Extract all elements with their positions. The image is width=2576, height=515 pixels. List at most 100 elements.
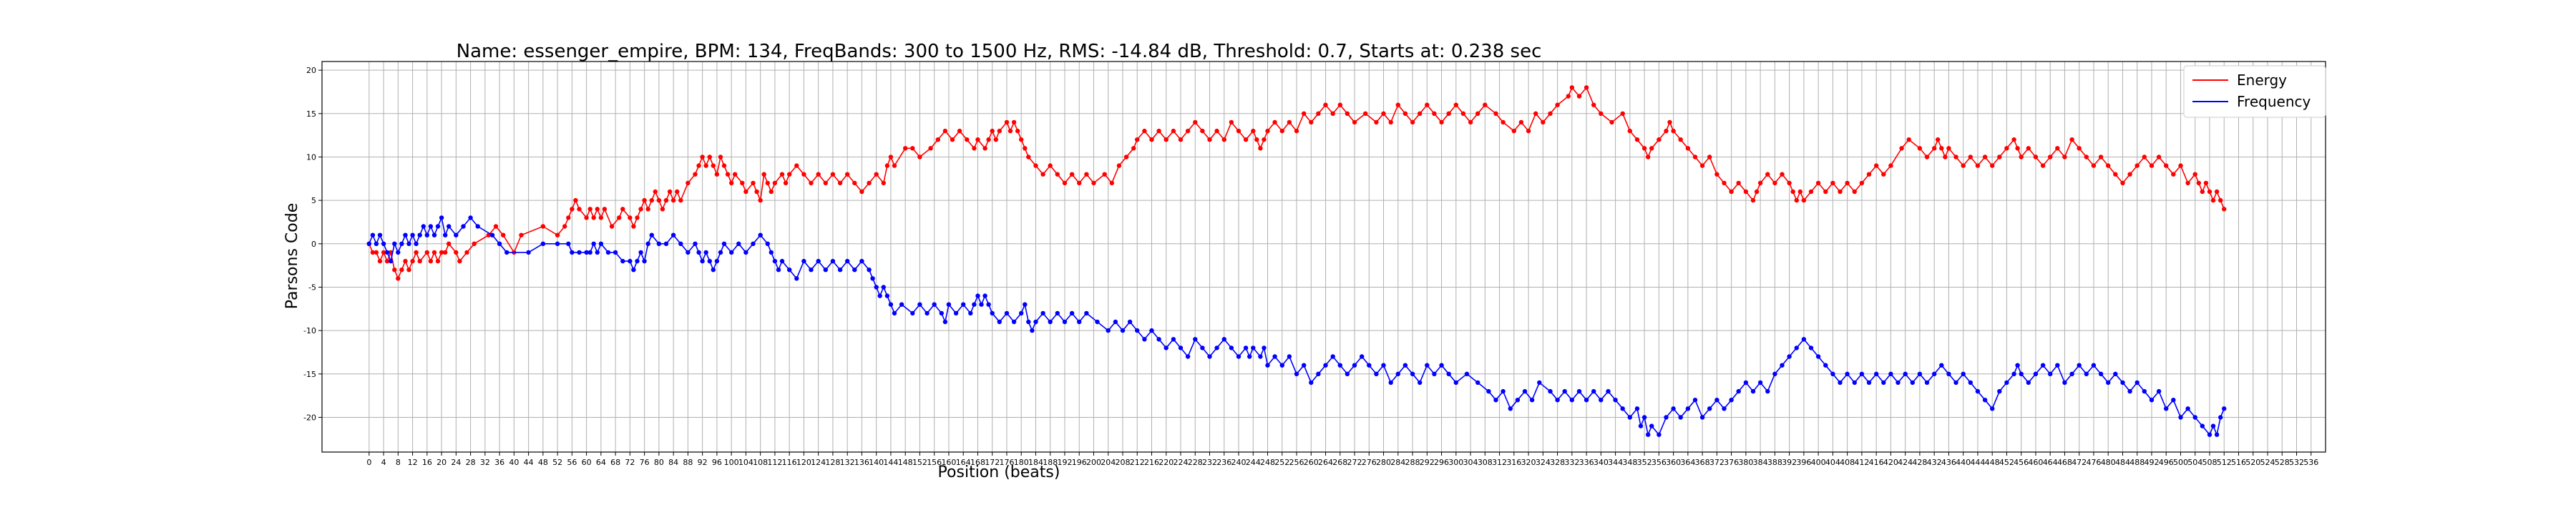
x-tick-label: 100 bbox=[724, 458, 739, 467]
data-point-frequency bbox=[1323, 363, 1328, 368]
data-point-frequency bbox=[1388, 380, 1393, 386]
data-point-frequency bbox=[2178, 415, 2183, 420]
data-point-energy bbox=[1131, 146, 1136, 151]
data-point-energy bbox=[1808, 189, 1814, 195]
data-point-energy bbox=[830, 172, 836, 177]
data-point-frequency bbox=[1026, 319, 1031, 325]
data-point-frequency bbox=[751, 241, 756, 246]
x-tick-label: 156 bbox=[927, 458, 942, 467]
data-point-frequency bbox=[1247, 354, 1252, 359]
data-point-frequency bbox=[1048, 319, 1053, 325]
data-point-frequency bbox=[1142, 337, 1147, 342]
data-point-frequency bbox=[570, 250, 575, 255]
data-point-energy bbox=[1178, 137, 1184, 142]
x-tick-label: 504 bbox=[2187, 458, 2202, 467]
data-point-energy bbox=[628, 215, 633, 220]
data-point-energy bbox=[1258, 146, 1263, 151]
data-point-frequency bbox=[1337, 363, 1343, 368]
data-point-frequency bbox=[2084, 371, 2089, 376]
data-point-energy bbox=[2218, 197, 2223, 203]
data-point-energy bbox=[2106, 163, 2111, 168]
data-point-frequency bbox=[867, 268, 872, 273]
data-point-energy bbox=[1460, 111, 1466, 116]
x-tick-label: 508 bbox=[2202, 458, 2217, 467]
data-point-energy bbox=[1483, 102, 1488, 107]
data-point-frequency bbox=[1924, 380, 1930, 386]
data-point-frequency bbox=[1743, 380, 1749, 386]
data-point-energy bbox=[1055, 172, 1060, 177]
data-point-frequency bbox=[1888, 371, 1893, 376]
x-tick-label: 388 bbox=[1767, 458, 1782, 467]
data-point-frequency bbox=[1606, 388, 1611, 394]
data-point-frequency bbox=[1023, 302, 1028, 307]
x-tick-label: 24 bbox=[451, 458, 461, 467]
data-point-frequency bbox=[1757, 380, 1763, 386]
x-tick-label: 484 bbox=[2115, 458, 2130, 467]
data-point-energy bbox=[381, 250, 386, 255]
data-point-frequency bbox=[1019, 310, 1024, 316]
data-point-energy bbox=[1667, 119, 1672, 125]
x-tick-label: 132 bbox=[840, 458, 855, 467]
y-tick-label: 20 bbox=[306, 66, 316, 75]
data-point-energy bbox=[892, 163, 897, 168]
data-point-energy bbox=[693, 172, 698, 177]
data-point-frequency bbox=[1896, 380, 1901, 386]
data-point-energy bbox=[765, 180, 771, 186]
data-point-energy bbox=[406, 268, 411, 273]
data-point-frequency bbox=[1425, 363, 1430, 368]
data-point-energy bbox=[2210, 197, 2216, 203]
data-point-frequency bbox=[1620, 406, 1625, 411]
data-point-frequency bbox=[598, 241, 604, 246]
data-point-energy bbox=[1830, 180, 1835, 186]
x-tick-label: 220 bbox=[1158, 458, 1174, 467]
data-point-frequency bbox=[1866, 380, 1872, 386]
data-point-frequency bbox=[555, 241, 560, 246]
data-point-frequency bbox=[932, 302, 937, 307]
x-tick-label: 444 bbox=[1970, 458, 1985, 467]
data-point-frequency bbox=[1374, 371, 1379, 376]
x-tick-label: 428 bbox=[1912, 458, 1927, 467]
data-point-frequency bbox=[497, 241, 502, 246]
data-point-energy bbox=[754, 189, 759, 195]
data-point-frequency bbox=[1069, 310, 1075, 316]
data-point-energy bbox=[1395, 102, 1401, 107]
x-tick-label: 304 bbox=[1463, 458, 1478, 467]
data-point-frequency bbox=[870, 276, 875, 281]
x-tick-label: 264 bbox=[1318, 458, 1333, 467]
data-point-energy bbox=[454, 250, 459, 255]
data-point-energy bbox=[2196, 180, 2201, 186]
x-tick-label: 188 bbox=[1043, 458, 1058, 467]
data-point-energy bbox=[1765, 172, 1770, 177]
data-point-frequency bbox=[1178, 345, 1184, 350]
data-point-energy bbox=[410, 258, 415, 264]
data-point-energy bbox=[1229, 119, 1234, 125]
data-point-frequency bbox=[1113, 319, 1118, 325]
data-point-energy bbox=[1888, 163, 1893, 168]
data-point-frequency bbox=[892, 310, 897, 316]
data-point-frequency bbox=[1185, 354, 1191, 359]
data-point-energy bbox=[714, 172, 720, 177]
data-point-frequency bbox=[613, 250, 618, 255]
data-point-frequency bbox=[1881, 380, 1886, 386]
data-point-frequency bbox=[454, 232, 459, 237]
data-point-frequency bbox=[696, 250, 701, 255]
data-point-energy bbox=[837, 180, 843, 186]
data-point-energy bbox=[1410, 119, 1415, 125]
data-point-frequency bbox=[414, 241, 419, 246]
x-tick-label: 424 bbox=[1898, 458, 1913, 467]
data-point-frequency bbox=[489, 232, 495, 237]
data-point-energy bbox=[1953, 154, 1958, 160]
data-point-energy bbox=[2011, 137, 2016, 142]
data-point-frequency bbox=[1156, 337, 1161, 342]
data-point-frequency bbox=[1272, 354, 1277, 359]
data-point-frequency bbox=[2218, 415, 2223, 420]
x-tick-label: 88 bbox=[683, 458, 693, 467]
data-point-frequency bbox=[1330, 354, 1335, 359]
data-point-frequency bbox=[1367, 363, 1372, 368]
data-point-frequency bbox=[2171, 398, 2176, 403]
data-point-energy bbox=[656, 197, 662, 203]
x-tick-label: 468 bbox=[2057, 458, 2072, 467]
x-tick-label: 464 bbox=[2043, 458, 2058, 467]
data-point-energy bbox=[1381, 111, 1386, 116]
data-point-frequency bbox=[711, 268, 716, 273]
